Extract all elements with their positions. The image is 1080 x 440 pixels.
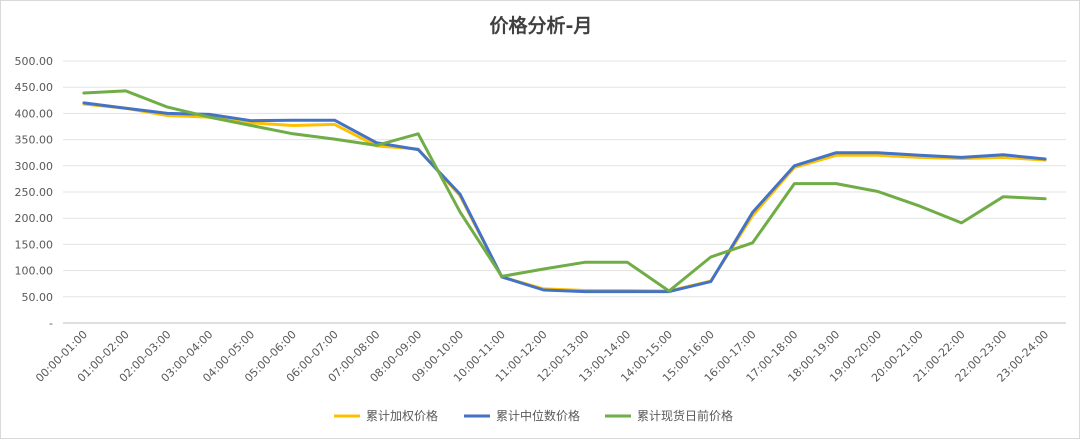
y-tick-label: - <box>49 317 53 330</box>
y-tick-label: 500.00 <box>15 55 54 68</box>
y-tick-label: 300.00 <box>15 160 54 173</box>
x-axis-ticks: 00:00-01:0001:00-02:0002:00-03:0003:00-0… <box>33 328 1051 385</box>
y-tick-label: 250.00 <box>15 186 54 199</box>
y-tick-label: 350.00 <box>15 134 54 147</box>
y-tick-label: 400.00 <box>15 107 54 120</box>
chart-title: 价格分析-月 <box>490 14 593 37</box>
series-line-1 <box>82 102 1047 293</box>
legend-label: 累计现货日前价格 <box>637 408 733 423</box>
y-tick-label: 150.00 <box>15 238 54 251</box>
y-tick-label: 100.00 <box>15 265 54 278</box>
y-tick-label: 200.00 <box>15 212 54 225</box>
legend-item: 累计中位数价格 <box>464 408 580 423</box>
series-lines <box>82 89 1047 294</box>
y-tick-label: 450.00 <box>15 81 54 94</box>
series-line-2 <box>82 101 1047 294</box>
legend-label: 累计加权价格 <box>366 408 438 423</box>
legend-item: 累计现货日前价格 <box>605 408 733 423</box>
legend-label: 累计中位数价格 <box>496 408 580 423</box>
legend-item: 累计加权价格 <box>334 408 438 423</box>
y-tick-label: 50.00 <box>22 291 54 304</box>
gridlines <box>63 60 1066 324</box>
y-axis-ticks: - 50.00 100.00 150.00 200.00 250.00 300.00 350.… <box>15 55 54 330</box>
legend: 累计加权价格 累计中位数价格 累计现货日前价格 <box>334 408 733 423</box>
series-line-3 <box>82 89 1047 293</box>
